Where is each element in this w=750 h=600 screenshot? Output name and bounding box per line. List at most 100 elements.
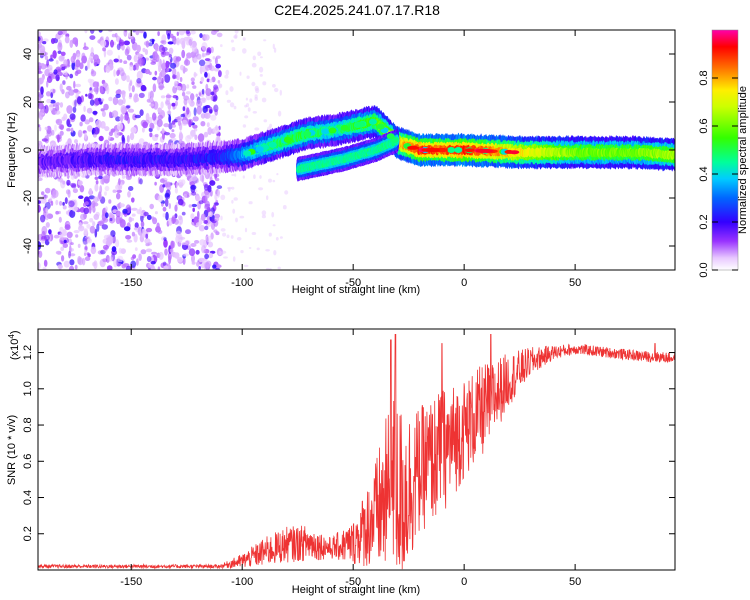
noise-blob: [117, 255, 124, 263]
noise-blob: [234, 173, 237, 177]
noise-blob: [53, 69, 58, 75]
noise-blob: [109, 217, 113, 222]
noise-blob: [171, 120, 176, 125]
noise-blob: [44, 187, 51, 194]
noise-blob: [213, 30, 220, 33]
noise-blob: [87, 253, 91, 258]
noise-blob: [40, 86, 44, 95]
noise-blob: [157, 107, 162, 113]
noise-blob: [190, 51, 196, 58]
noise-blob: [139, 206, 142, 214]
noise-blob: [144, 49, 149, 55]
noise-blob: [167, 41, 174, 45]
noise-blob: [261, 97, 267, 103]
noise-blob: [154, 181, 157, 186]
noise-blob: [143, 31, 147, 39]
noise-blob: [63, 113, 68, 121]
noise-blob: [70, 182, 77, 188]
noise-blob: [120, 113, 124, 123]
noise-blob: [175, 182, 179, 188]
noise-blob: [272, 43, 275, 50]
noise-blob: [122, 97, 126, 105]
noise-blob: [58, 216, 62, 223]
noise-blob: [69, 259, 75, 266]
noise-blob: [93, 54, 99, 62]
noise-blob: [55, 118, 63, 126]
noise-blob: [101, 110, 106, 117]
noise-blob: [140, 212, 144, 217]
noise-blob: [98, 30, 103, 33]
noise-blob: [195, 249, 200, 255]
noise-blob: [41, 191, 45, 196]
noise-blob: [38, 84, 41, 91]
noise-blob: [142, 232, 146, 239]
noise-blob: [69, 209, 76, 218]
noise-blob: [220, 228, 226, 232]
noise-blob: [214, 57, 218, 65]
noise-blob: [135, 62, 139, 71]
noise-blob: [145, 248, 153, 253]
noise-blob: [115, 239, 120, 248]
noise-blob: [165, 60, 169, 69]
noise-blob: [200, 97, 207, 103]
noise-blob: [55, 60, 59, 65]
noise-blob: [178, 181, 184, 189]
noise-blob: [46, 59, 49, 67]
noise-blob: [46, 75, 53, 84]
noise-blob: [59, 177, 63, 183]
noise-blob: [188, 98, 192, 105]
noise-blob: [198, 92, 202, 96]
noise-blob: [46, 130, 53, 137]
noise-blob: [74, 264, 78, 270]
noise-blob: [55, 250, 62, 255]
noise-blob: [70, 174, 75, 180]
noise-blob: [66, 85, 72, 91]
noise-blob: [263, 119, 268, 123]
noise-blob: [102, 47, 106, 52]
noise-blob: [176, 116, 182, 123]
noise-blob: [90, 246, 97, 255]
noise-blob: [45, 222, 50, 228]
noise-blob: [73, 230, 80, 234]
noise-blob: [132, 30, 136, 33]
noise-blob: [200, 121, 206, 127]
noise-blob: [59, 231, 64, 241]
noise-blob: [100, 39, 107, 47]
noise-blob: [194, 134, 198, 141]
noise-blob: [126, 75, 130, 83]
noise-blob: [180, 83, 187, 92]
noise-blob: [114, 129, 120, 139]
noise-blob: [231, 47, 236, 52]
noise-blob: [244, 115, 249, 119]
noise-blob: [172, 74, 176, 80]
noise-blob: [191, 81, 195, 85]
noise-blob: [119, 217, 123, 224]
noise-blob: [164, 198, 169, 207]
noise-blob: [239, 71, 242, 76]
noise-blob: [171, 129, 175, 133]
noise-blob: [82, 221, 89, 225]
noise-blob: [251, 232, 257, 235]
noise-blob: [49, 99, 56, 104]
noise-blob: [240, 250, 244, 254]
noise-blob: [203, 184, 209, 191]
noise-blob: [179, 37, 186, 45]
noise-blob: [118, 178, 121, 186]
noise-blob: [214, 215, 220, 222]
noise-blob: [190, 184, 197, 190]
noise-blob: [73, 80, 76, 89]
noise-blob: [136, 78, 142, 84]
noise-blob: [261, 214, 266, 219]
noise-blob: [68, 200, 75, 208]
noise-blob: [224, 74, 229, 79]
noise-blob: [50, 92, 53, 99]
noise-blob: [174, 204, 178, 212]
noise-blob: [108, 212, 114, 218]
noise-blob: [108, 96, 113, 102]
noise-blob: [236, 237, 242, 241]
noise-blob: [138, 30, 145, 34]
noise-blob: [246, 75, 250, 79]
noise-blob: [92, 221, 96, 227]
noise-blob: [93, 127, 100, 135]
